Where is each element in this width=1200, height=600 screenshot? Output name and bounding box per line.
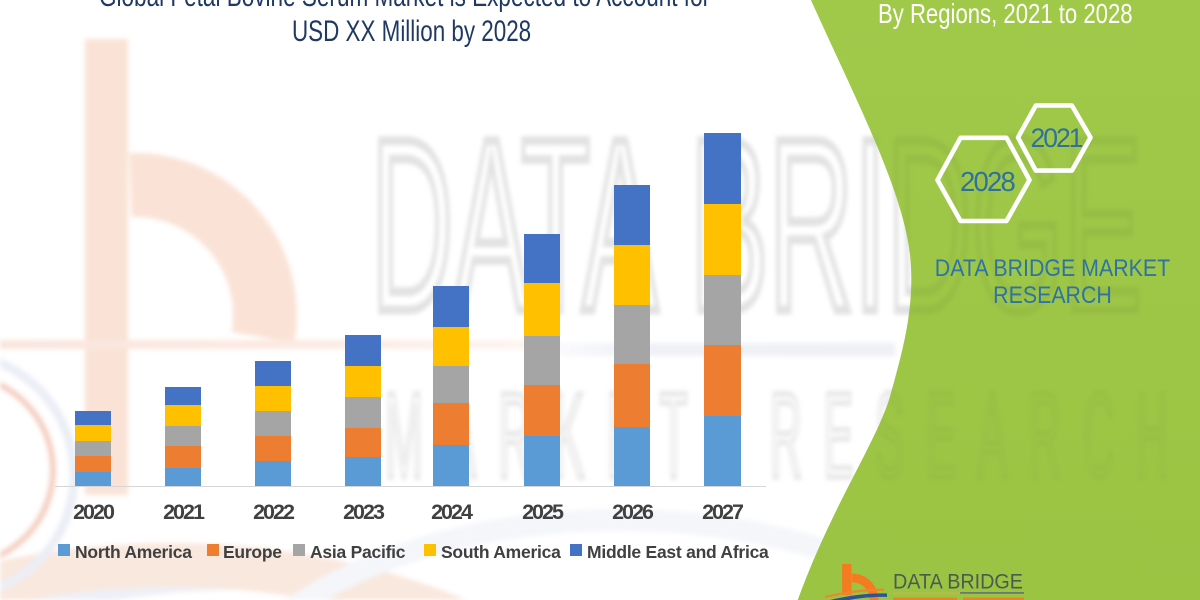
svg-text:RESEARCH: RESEARCH	[770, 367, 1190, 503]
svg-text:DATA BRIDGE: DATA BRIDGE	[893, 571, 1023, 594]
svg-text:MARKET: MARKET	[385, 367, 710, 503]
svg-text:DATA: DATA	[371, 88, 658, 363]
